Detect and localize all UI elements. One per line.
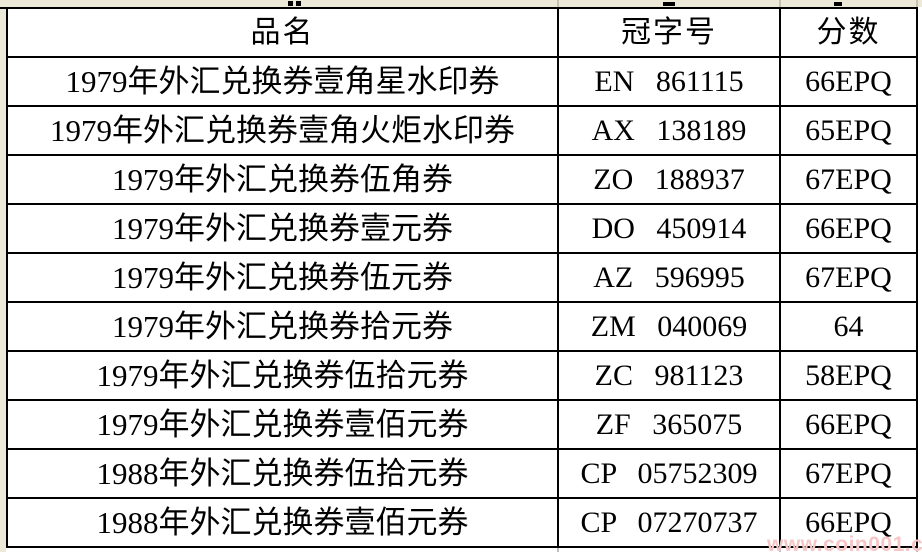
table-row: 1988年外汇兑换券壹佰元券 CP 07270737 66EPQ <box>6 497 918 548</box>
gridline-stub <box>779 0 781 7</box>
table-row: 1988年外汇兑换券伍拾元券 CP 05752309 67EPQ <box>6 448 918 499</box>
score-cell: 66EPQ <box>779 399 918 450</box>
gridline-stub <box>557 0 559 7</box>
product-name-cell: 1979年外汇兑换券伍元券 <box>6 252 559 303</box>
serial-number-cell: AZ 596995 <box>557 252 781 303</box>
score-cell: 58EPQ <box>779 350 918 401</box>
header-product-name: 品名 <box>6 7 559 58</box>
table-row: 1979年外汇兑换券壹元券 DO 450914 66EPQ <box>6 203 918 254</box>
table-row: 1979年外汇兑换券拾元券 ZM 040069 64 <box>6 301 918 352</box>
serial-number-cell: ZM 040069 <box>557 301 781 352</box>
serial-number-cell: ZC 981123 <box>557 350 781 401</box>
product-name-cell: 1979年外汇兑换券壹角火炬水印券 <box>6 105 559 156</box>
table-row: 1979年外汇兑换券伍角券 ZO 188937 67EPQ <box>6 154 918 205</box>
table-row: 1979年外汇兑换券壹角星水印券 EN 861115 66EPQ <box>6 56 918 107</box>
page-margin-top <box>0 0 922 7</box>
gridline-stub <box>557 548 559 552</box>
score-cell: 65EPQ <box>779 105 918 156</box>
header-score: 分数 <box>779 7 918 58</box>
page-margin-left <box>0 0 6 552</box>
serial-number-cell: EN 861115 <box>557 56 781 107</box>
product-name-cell: 1988年外汇兑换券伍拾元券 <box>6 448 559 499</box>
product-name-cell: 1979年外汇兑换券壹佰元券 <box>6 399 559 450</box>
product-name-cell: 1979年外汇兑换券拾元券 <box>6 301 559 352</box>
serial-number-cell: ZO 188937 <box>557 154 781 205</box>
header-row: 品名 冠字号 分数 <box>6 7 918 58</box>
cutoff-row-artifact <box>834 2 842 6</box>
table-border-extension <box>0 7 10 9</box>
score-cell: 66EPQ <box>779 497 918 548</box>
product-name-cell: 1979年外汇兑换券伍拾元券 <box>6 350 559 401</box>
serial-number-cell: CP 05752309 <box>557 448 781 499</box>
product-name-cell: 1988年外汇兑换券壹佰元券 <box>6 497 559 548</box>
cutoff-row-artifact <box>663 2 675 6</box>
gridline-stub <box>916 0 918 7</box>
score-cell: 67EPQ <box>779 448 918 499</box>
score-cell: 66EPQ <box>779 56 918 107</box>
score-cell: 66EPQ <box>779 203 918 254</box>
table-row: 1979年外汇兑换券壹佰元券 ZF 365075 66EPQ <box>6 399 918 450</box>
serial-number-cell: AX 138189 <box>557 105 781 156</box>
table-row: 1979年外汇兑换券壹角火炬水印券 AX 138189 65EPQ <box>6 105 918 156</box>
serial-number-cell: CP 07270737 <box>557 497 781 548</box>
product-name-cell: 1979年外汇兑换券伍角券 <box>6 154 559 205</box>
banknote-grading-table: 品名 冠字号 分数 1979年外汇兑换券壹角星水印券 EN 861115 66E… <box>6 7 918 548</box>
serial-number-cell: ZF 365075 <box>557 399 781 450</box>
cutoff-row-artifact <box>296 1 301 6</box>
score-cell: 67EPQ <box>779 252 918 303</box>
score-cell: 67EPQ <box>779 154 918 205</box>
serial-number-cell: DO 450914 <box>557 203 781 254</box>
product-name-cell: 1979年外汇兑换券壹角星水印券 <box>6 56 559 107</box>
gridline-stub <box>916 548 918 552</box>
table-row: 1979年外汇兑换券伍元券 AZ 596995 67EPQ <box>6 252 918 303</box>
site-watermark: www.coin001.com <box>767 533 922 556</box>
table-row: 1979年外汇兑换券伍拾元券 ZC 981123 58EPQ <box>6 350 918 401</box>
cutoff-row-artifact <box>288 1 293 6</box>
product-name-cell: 1979年外汇兑换券壹元券 <box>6 203 559 254</box>
gridline-stub <box>779 548 781 552</box>
score-cell: 64 <box>779 301 918 352</box>
header-serial-number: 冠字号 <box>557 7 781 58</box>
